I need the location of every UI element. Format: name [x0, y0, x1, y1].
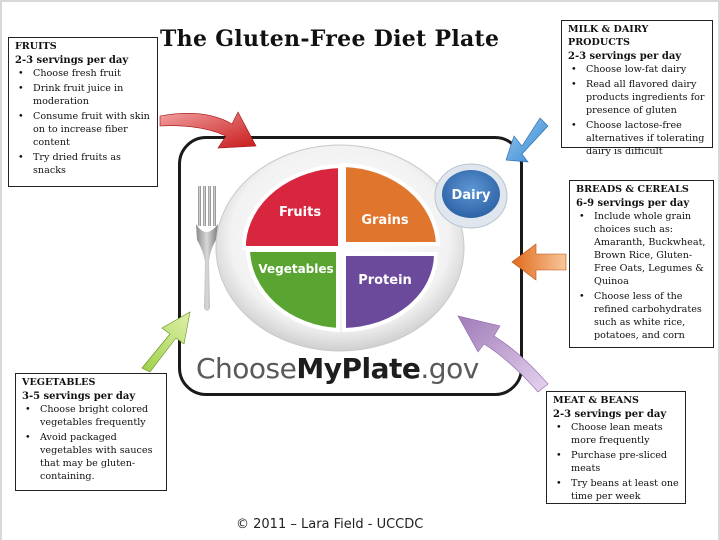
vegetables-label: Vegetables — [258, 262, 333, 276]
fruits-heading: FRUITS — [15, 41, 57, 52]
plate-segment-fruits — [242, 163, 342, 250]
logo-prefix: Choose — [196, 352, 297, 385]
breads-list: Include whole grain choices such as: Ama… — [576, 211, 707, 342]
list-item: Choose bright colored vegetables frequen… — [22, 404, 160, 430]
copyright-footer: © 2011 – Lara Field - UCCDC — [236, 517, 424, 532]
choosemyplate-logo: ChooseMyPlate.gov — [196, 352, 479, 385]
protein-label: Protein — [358, 273, 412, 288]
vegetables-list: Choose bright colored vegetables frequen… — [22, 404, 160, 484]
list-item: Avoid packaged vegetables with sauces th… — [22, 432, 160, 484]
purple-arrow-icon — [457, 315, 549, 393]
plate-segment-vegetables — [245, 248, 340, 333]
list-item: Choose low-fat dairy — [568, 64, 706, 77]
logo-bold: MyPlate — [296, 352, 421, 385]
fruits-box: FRUITS 2-3 servings per day Choose fresh… — [8, 37, 158, 187]
milk-dairy-box: MILK & DAIRY PRODUCTS 2-3 servings per d… — [561, 20, 713, 157]
breads-cereals-box: BREADS & CEREALS 6-9 servings per day In… — [569, 180, 714, 348]
list-item: Choose less of the refined carbohydrates… — [576, 291, 707, 343]
list-item: Try dried fruits as snacks — [15, 152, 151, 178]
blue-arrow-icon — [505, 117, 549, 163]
list-item: Choose lean meats more frequently — [553, 422, 679, 448]
list-item: Choose fresh fruit — [15, 68, 151, 81]
meat-list: Choose lean meats more frequently Purcha… — [553, 422, 679, 504]
milk-servings: 2-3 servings per day — [568, 50, 682, 62]
orange-arrow-icon — [511, 243, 567, 281]
list-item: Purchase pre-sliced meats — [553, 450, 679, 476]
milk-heading: MILK & DAIRY PRODUCTS — [568, 24, 649, 48]
meat-servings: 2-3 servings per day — [553, 408, 667, 420]
plate-segment-protein — [342, 252, 439, 333]
fruits-label: Fruits — [279, 205, 321, 220]
plate-segment-grains — [342, 162, 441, 246]
list-item: Read all flavored dairy products ingredi… — [568, 79, 706, 118]
fruits-list: Choose fresh fruit Drink fruit juice in … — [15, 68, 151, 178]
vegetables-box: VEGETABLES 3-5 servings per day Choose b… — [15, 373, 167, 491]
list-item: Consume fruit with skin on to increase f… — [15, 111, 151, 150]
list-item: Drink fruit juice in moderation — [15, 83, 151, 109]
plate-segment-dairy — [442, 170, 500, 218]
meat-beans-box: MEAT & BEANS 2-3 servings per day Choose… — [546, 391, 686, 504]
vegetables-servings: 3-5 servings per day — [22, 390, 136, 402]
list-item: Include whole grain choices such as: Ama… — [576, 211, 707, 289]
red-arrow-icon — [159, 111, 257, 149]
green-arrow-icon — [141, 311, 191, 373]
vegetables-heading: VEGETABLES — [22, 377, 96, 388]
list-item: Choose lactose-free alternatives if tole… — [568, 120, 706, 159]
list-item: Try beans at least one time per week — [553, 478, 679, 504]
logo-suffix: .gov — [420, 352, 479, 385]
breads-servings: 6-9 servings per day — [576, 197, 690, 209]
page-title: The Gluten-Free Diet Plate — [160, 26, 500, 52]
fruits-servings: 2-3 servings per day — [15, 54, 129, 66]
grains-label: Grains — [361, 213, 409, 228]
meat-heading: MEAT & BEANS — [553, 395, 639, 406]
page-border-top — [0, 0, 720, 2]
fork-icon — [196, 186, 218, 311]
dairy-label: Dairy — [452, 188, 491, 203]
breads-heading: BREADS & CEREALS — [576, 184, 689, 195]
page-border-right — [718, 0, 720, 540]
milk-list: Choose low-fat dairy Read all flavored d… — [568, 64, 706, 159]
page-border-left — [0, 0, 2, 540]
